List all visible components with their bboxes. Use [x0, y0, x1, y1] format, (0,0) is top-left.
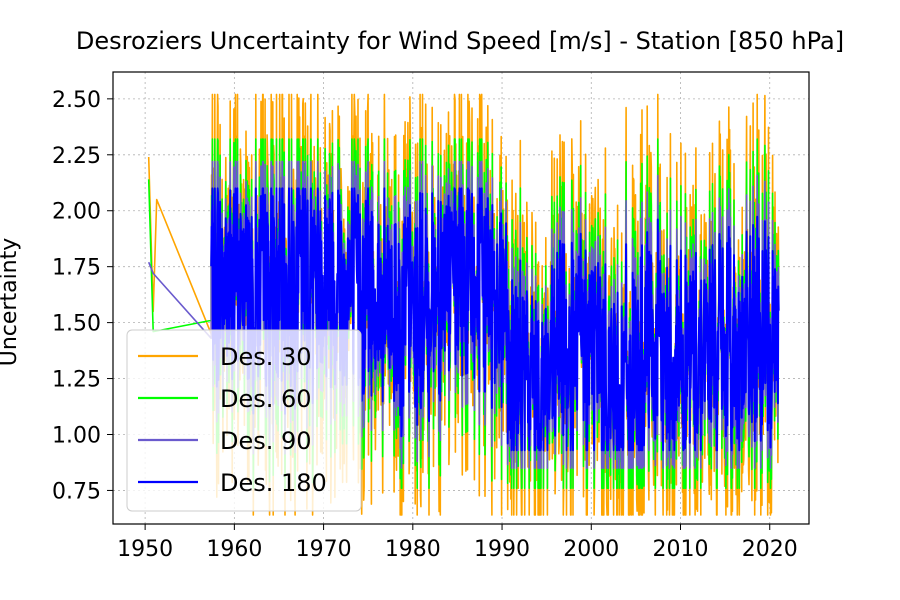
legend-box: [126, 329, 362, 512]
legend-label: Des. 30: [220, 343, 312, 371]
y-tick-label: 1.75: [52, 256, 101, 281]
x-tick-label: 1950: [117, 537, 173, 562]
legend: Des. 30 Des. 60 Des. 90 Des. 180: [126, 329, 362, 512]
x-tick-label: 2000: [563, 537, 619, 562]
x-tick-label: 1980: [385, 537, 441, 562]
x-tick-label: 2010: [653, 537, 709, 562]
series-line-des-180: [210, 187, 780, 452]
legend-label: Des. 60: [220, 385, 312, 413]
y-tick-label: 1.00: [52, 423, 101, 448]
y-tick-label: 1.50: [52, 312, 101, 337]
y-tick-label: 2.00: [52, 200, 101, 225]
x-tick-label: 1970: [296, 537, 352, 562]
y-axis-label: Uncertainty: [0, 238, 22, 367]
x-tick-label: 2020: [742, 537, 798, 562]
y-tick-label: 2.50: [52, 88, 101, 113]
legend-label: Des. 180: [220, 469, 327, 497]
y-tick-label: 2.25: [52, 144, 101, 169]
x-tick-label: 1990: [474, 537, 530, 562]
chart-title: Desroziers Uncertainty for Wind Speed [m…: [76, 27, 844, 55]
y-tick-label: 1.25: [52, 368, 101, 393]
plot-frame: [112, 71, 810, 525]
legend-label: Des. 90: [220, 427, 312, 455]
axis-ticks: 1950 1960 1970 1980 1990 2000 2010 2020 0.75 1.00…: [52, 88, 798, 562]
y-tick-label: 0.75: [52, 479, 101, 504]
x-tick-label: 1960: [206, 537, 262, 562]
